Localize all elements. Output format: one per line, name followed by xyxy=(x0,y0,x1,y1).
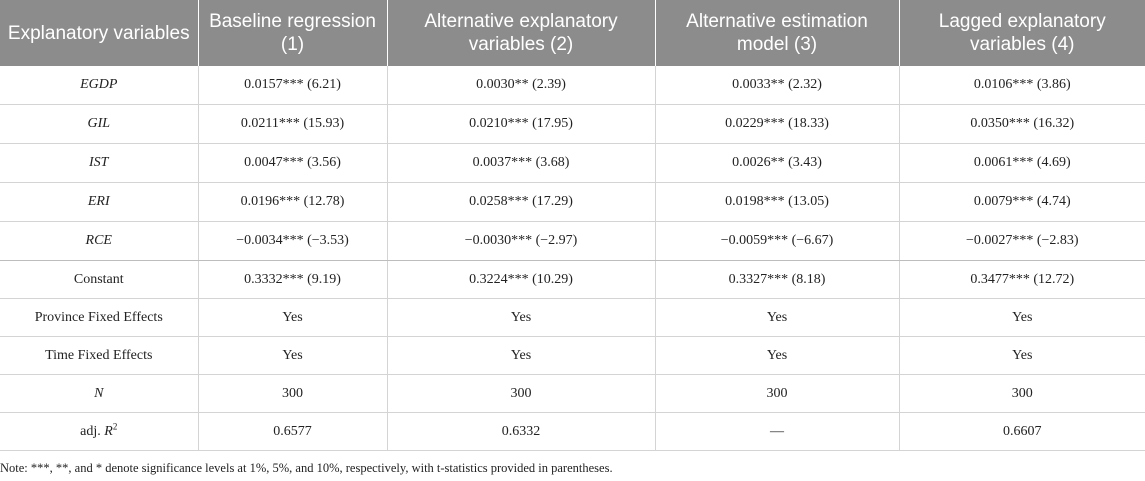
table-cell: Yes xyxy=(386,336,655,375)
table-cell: 0.0030** (2.39) xyxy=(386,66,655,105)
table-cell: 0.0033** (2.32) xyxy=(654,66,899,105)
regression-table: Explanatory variables Baseline regressio… xyxy=(0,0,1145,451)
r-symbol: R xyxy=(104,423,113,439)
table-cell: 0.0157*** (6.21) xyxy=(197,66,387,105)
table-row: N 300 300 300 300 xyxy=(0,374,1145,413)
table-row: EGDP 0.0157*** (6.21) 0.0030** (2.39) 0.… xyxy=(0,66,1145,105)
table-cell: Yes xyxy=(654,298,899,337)
table-cell: 0.0210*** (17.95) xyxy=(386,104,655,144)
table-cell: 0.0350*** (16.32) xyxy=(898,104,1145,144)
adj-prefix: adj. xyxy=(80,423,105,439)
table-cell: 0.0106*** (3.86) xyxy=(898,66,1145,105)
table-cell: 0.3327*** (8.18) xyxy=(654,260,899,299)
table-cell: 0.3332*** (9.19) xyxy=(197,260,387,299)
row-label-n: N xyxy=(0,374,198,413)
table-cell: −0.0059*** (−6.67) xyxy=(654,221,899,261)
table-cell: — xyxy=(654,412,899,451)
table-cell: 0.0061*** (4.69) xyxy=(898,143,1145,183)
table-row: adj. R2 0.6577 0.6332 — 0.6607 xyxy=(0,412,1145,451)
table-cell: −0.0030*** (−2.97) xyxy=(386,221,655,261)
row-label-province-fixed-effects: Province Fixed Effects xyxy=(0,298,198,337)
table-cell: Yes xyxy=(386,298,655,337)
table-cell: Yes xyxy=(898,336,1145,375)
table-cell: 300 xyxy=(386,374,655,413)
table-cell: 0.0026** (3.43) xyxy=(654,143,899,183)
row-label-gil: GIL xyxy=(0,104,198,144)
row-label-time-fixed-effects: Time Fixed Effects xyxy=(0,336,198,375)
table-cell: Yes xyxy=(898,298,1145,337)
table-cell: 300 xyxy=(197,374,387,413)
row-label-eri: ERI xyxy=(0,182,198,222)
table-row: Province Fixed Effects Yes Yes Yes Yes xyxy=(0,298,1145,337)
table-cell: Yes xyxy=(197,298,387,337)
table-cell: 300 xyxy=(898,374,1145,413)
table-cell: 0.0198*** (13.05) xyxy=(654,182,899,222)
table-cell: 0.6332 xyxy=(386,412,655,451)
row-label-egdp: EGDP xyxy=(0,66,198,105)
table-row: Time Fixed Effects Yes Yes Yes Yes xyxy=(0,336,1145,375)
table-note: Note: ***, **, and * denote significance… xyxy=(0,461,613,475)
row-label-ist: IST xyxy=(0,143,198,183)
table-cell: 300 xyxy=(654,374,899,413)
header-explanatory-variables: Explanatory variables xyxy=(0,0,198,66)
table-cell: −0.0027*** (−2.83) xyxy=(898,221,1145,261)
header-baseline-regression: Baseline regression (1) xyxy=(197,0,387,66)
row-label-constant: Constant xyxy=(0,260,198,299)
table-cell: 0.0079*** (4.74) xyxy=(898,182,1145,222)
table-cell: 0.0037*** (3.68) xyxy=(386,143,655,183)
table-row: GIL 0.0211*** (15.93) 0.0210*** (17.95) … xyxy=(0,104,1145,144)
table-cell: 0.0047*** (3.56) xyxy=(197,143,387,183)
table-cell: 0.0196*** (12.78) xyxy=(197,182,387,222)
table-row: RCE −0.0034*** (−3.53) −0.0030*** (−2.97… xyxy=(0,221,1145,261)
table-cell: 0.6577 xyxy=(197,412,387,451)
row-label-adj-r-squared: adj. R2 xyxy=(0,412,198,451)
header-row: Explanatory variables Baseline regressio… xyxy=(0,0,1145,66)
table-row: ERI 0.0196*** (12.78) 0.0258*** (17.29) … xyxy=(0,182,1145,222)
superscript-2: 2 xyxy=(112,420,118,431)
table-row: Constant 0.3332*** (9.19) 0.3224*** (10.… xyxy=(0,260,1145,299)
table-cell: 0.3477*** (12.72) xyxy=(898,260,1145,299)
table-cell: Yes xyxy=(654,336,899,375)
table-cell: 0.0229*** (18.33) xyxy=(654,104,899,144)
header-alternative-estimation-model: Alternative estimation model (3) xyxy=(654,0,899,66)
table-cell: 0.6607 xyxy=(898,412,1145,451)
table-row: IST 0.0047*** (3.56) 0.0037*** (3.68) 0.… xyxy=(0,143,1145,183)
header-lagged-explanatory-variables: Lagged explanatory variables (4) xyxy=(898,0,1145,66)
row-label-rce: RCE xyxy=(0,221,198,261)
table-cell: −0.0034*** (−3.53) xyxy=(197,221,387,261)
table-cell: Yes xyxy=(197,336,387,375)
table-cell: 0.0258*** (17.29) xyxy=(386,182,655,222)
table-cell: 0.3224*** (10.29) xyxy=(386,260,655,299)
header-alternative-explanatory-variables: Alternative explanatory variables (2) xyxy=(386,0,655,66)
table-cell: 0.0211*** (15.93) xyxy=(197,104,387,144)
